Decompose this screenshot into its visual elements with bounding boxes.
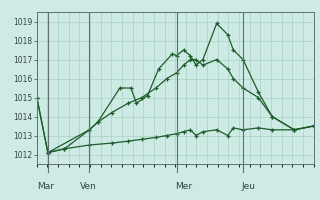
Text: Ven: Ven [80,182,96,191]
Text: Jeu: Jeu [242,182,256,191]
Text: Mar: Mar [37,182,54,191]
Text: Mer: Mer [175,182,192,191]
